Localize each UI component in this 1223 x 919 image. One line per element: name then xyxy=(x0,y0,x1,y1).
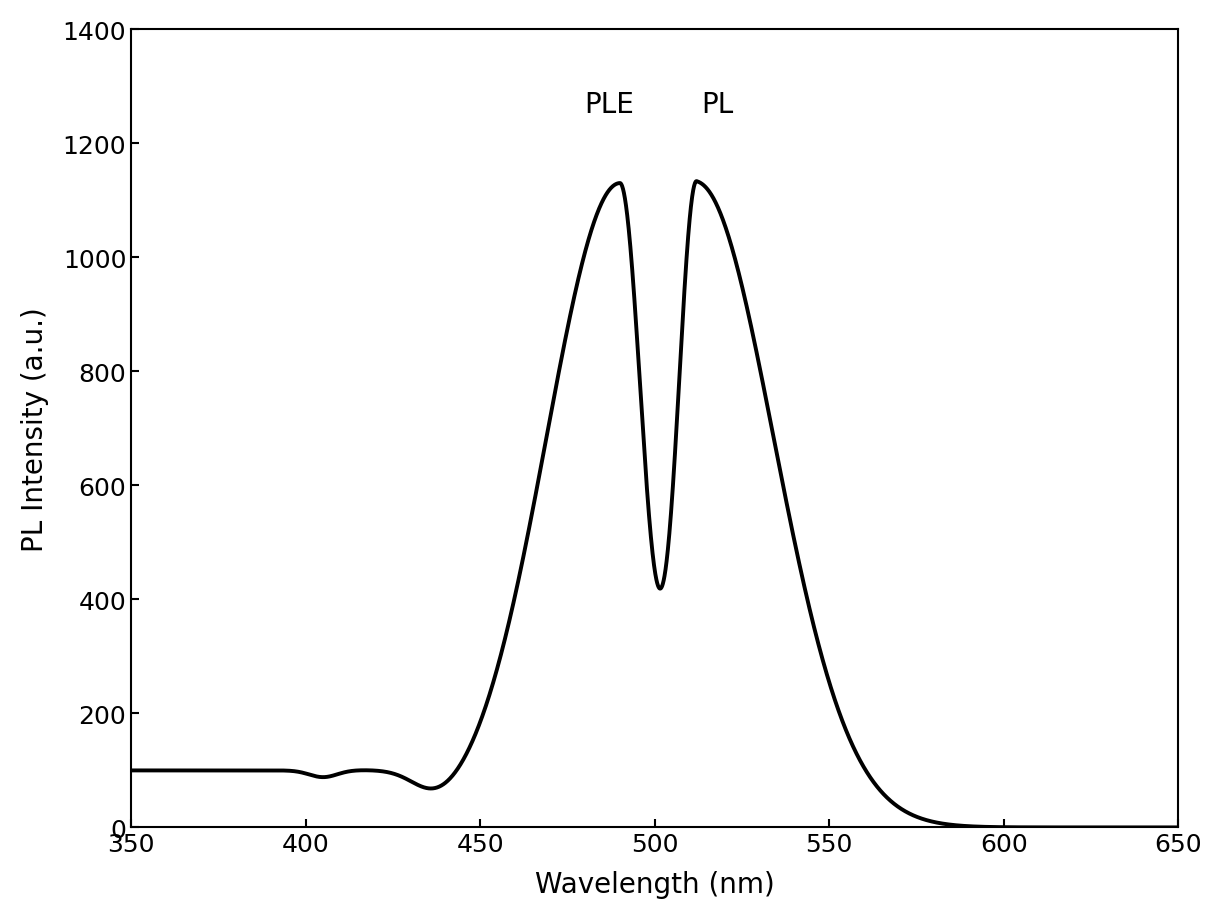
X-axis label: Wavelength (nm): Wavelength (nm) xyxy=(534,870,774,898)
Text: PL: PL xyxy=(702,91,734,119)
Text: PLE: PLE xyxy=(585,91,635,119)
Y-axis label: PL Intensity (a.u.): PL Intensity (a.u.) xyxy=(21,307,49,551)
